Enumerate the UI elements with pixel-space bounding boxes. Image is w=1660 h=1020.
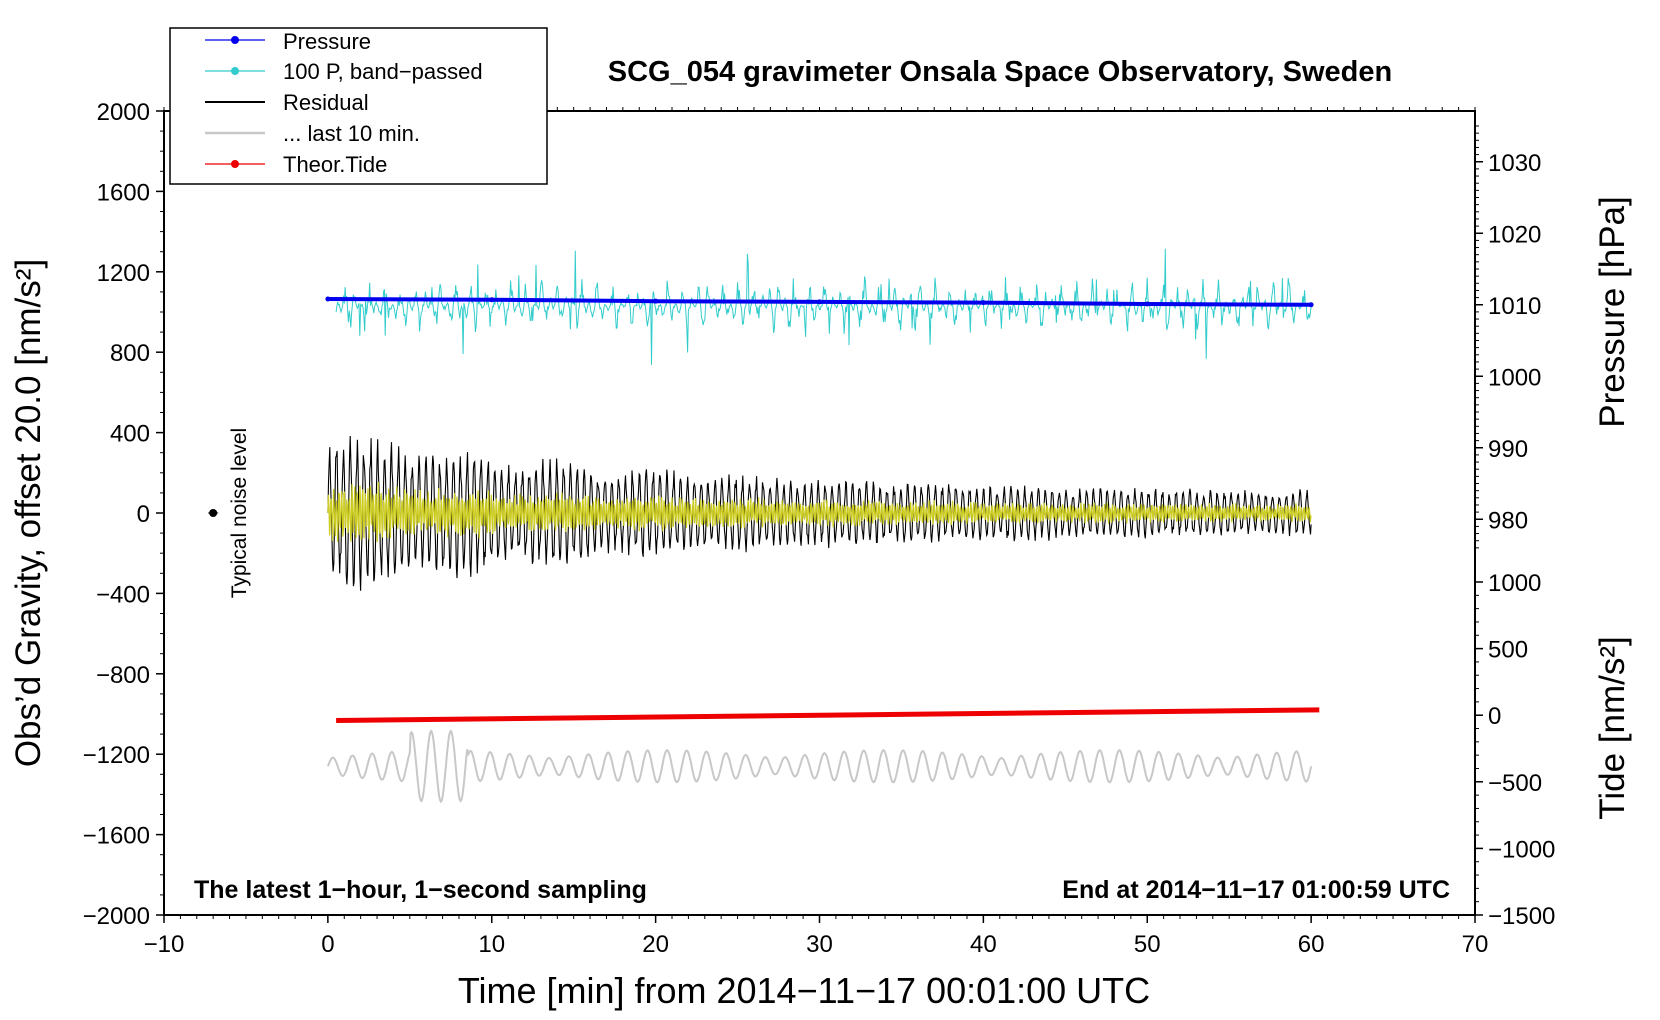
annotation-end-time: End at 2014−11−17 01:00:59 UTC — [1062, 876, 1450, 904]
legend-label-theor-tide: Theor.Tide — [283, 152, 387, 177]
y-tick-label: −800 — [96, 662, 150, 689]
pressure-tick-label: 980 — [1488, 507, 1528, 534]
x-tick-label: 10 — [478, 931, 505, 958]
x-tick-label: −10 — [144, 931, 185, 958]
pressure-point — [1144, 301, 1150, 307]
pressure-point — [489, 297, 495, 303]
legend-label-last-10-min: ... last 10 min. — [283, 121, 420, 146]
pressure-tick-label: 1010 — [1488, 293, 1541, 320]
y-axis-label-pressure: Pressure [hPa] — [1593, 196, 1632, 428]
legend-label-residual: Residual — [283, 90, 369, 115]
plot-traces — [208, 248, 1320, 804]
noise-level-point — [209, 509, 218, 517]
x-tick-label: 60 — [1298, 931, 1325, 958]
y-tick-label: 400 — [110, 421, 150, 448]
legend-marker — [231, 67, 239, 75]
series-residual-band-passed — [327, 481, 1312, 543]
legend-label-pressure: Pressure — [283, 29, 371, 54]
pressure-point — [653, 298, 659, 304]
legend: Pressure 100 P, band−passed Residual ...… — [169, 27, 548, 185]
y-axis-label-tide: Tide [nm/s²] — [1593, 636, 1632, 819]
y-tick-label: 800 — [110, 340, 150, 367]
tide-tick-label: −1500 — [1488, 903, 1555, 930]
legend-box — [169, 27, 548, 185]
pressure-point — [1308, 302, 1314, 308]
x-tick-label: 70 — [1462, 931, 1489, 958]
x-axis-label: Time [min] from 2014−11−17 00:01:00 UTC — [458, 970, 1150, 1011]
pressure-tick-label: 1000 — [1488, 364, 1541, 391]
legend-marker — [231, 36, 239, 44]
y-axis-label-left: Obs’d Gravity, offset 20.0 [nm/s²] — [9, 259, 48, 767]
series-residual — [327, 435, 1312, 591]
y-tick-label: −1200 — [83, 742, 150, 769]
x-tick-label: 40 — [970, 931, 997, 958]
pressure-point — [325, 296, 331, 302]
axes: −10 0 10 20 30 40 50 60 702000160012008004000−40… — [83, 99, 1556, 958]
pressure-tick-label: 1030 — [1488, 150, 1541, 177]
pressure-point — [980, 300, 986, 306]
series-theor-tide — [336, 707, 1320, 723]
tide-tick-label: 1000 — [1488, 570, 1541, 597]
legend-marker — [231, 160, 239, 168]
pressure-tick-label: 1020 — [1488, 221, 1541, 248]
x-tick-label: 20 — [642, 931, 669, 958]
annotation-sampling: The latest 1−hour, 1−second sampling — [194, 876, 647, 904]
y-tick-label: −400 — [96, 581, 150, 608]
tide-tick-label: −1000 — [1488, 836, 1555, 863]
series-band-passed-pressure — [335, 248, 1312, 365]
pressure-point — [817, 299, 822, 305]
x-tick-label: 50 — [1134, 931, 1161, 958]
tide-tick-label: −500 — [1488, 770, 1542, 797]
tide-tick-label: 500 — [1488, 637, 1528, 664]
legend-label-band-passed: 100 P, band−passed — [283, 59, 483, 84]
x-tick-label: 0 — [321, 931, 334, 958]
series-last-10-min — [326, 729, 1313, 804]
chart-title: SCG_054 gravimeter Onsala Space Observat… — [608, 56, 1392, 88]
y-tick-label: 1200 — [97, 260, 150, 287]
x-tick-label: 30 — [806, 931, 833, 958]
annotation-noise-level: Typical noise level — [228, 428, 251, 598]
pressure-tick-label: 990 — [1488, 436, 1528, 463]
y-tick-label: −2000 — [83, 903, 150, 930]
y-tick-label: 2000 — [97, 99, 150, 126]
y-tick-label: −1600 — [83, 823, 150, 850]
y-tick-label: 1600 — [97, 179, 150, 206]
tide-tick-label: 0 — [1488, 703, 1501, 730]
y-tick-label: 0 — [137, 501, 150, 528]
